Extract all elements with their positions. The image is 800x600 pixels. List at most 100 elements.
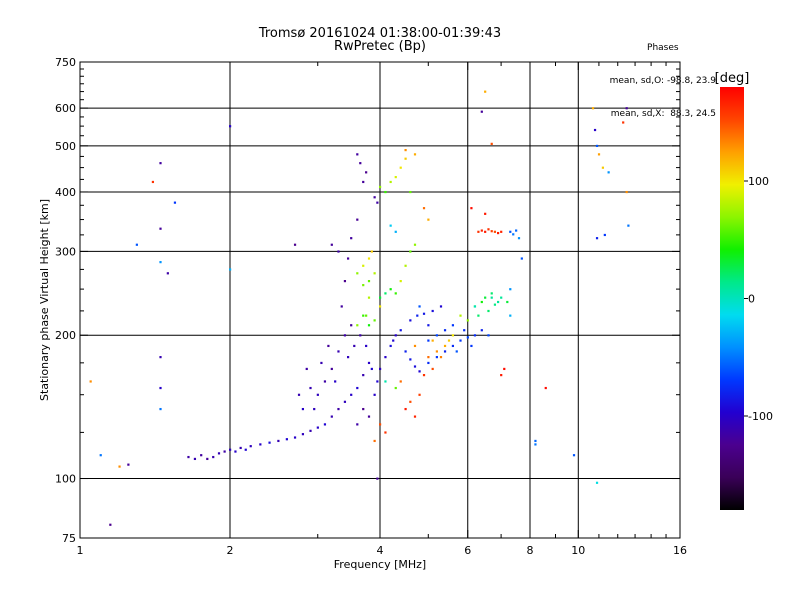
data-point xyxy=(455,350,458,353)
data-point xyxy=(496,231,500,235)
data-point xyxy=(500,230,503,233)
data-point xyxy=(451,344,455,348)
data-point xyxy=(268,441,271,444)
data-point xyxy=(427,356,430,359)
data-point xyxy=(159,227,162,230)
data-point xyxy=(389,180,392,184)
data-point xyxy=(340,305,343,308)
data-point xyxy=(193,457,197,461)
y-tick-label: 750 xyxy=(55,56,76,69)
data-point xyxy=(487,334,490,337)
data-point xyxy=(159,162,162,165)
data-point xyxy=(316,393,319,396)
data-point xyxy=(439,356,443,359)
data-point xyxy=(404,350,407,353)
chart-title: Tromsø 20161024 01:38:00-01:39:43 RwPret… xyxy=(259,27,501,53)
data-point xyxy=(330,243,333,246)
colorbar-tick-label: 100 xyxy=(748,175,769,188)
data-point xyxy=(394,230,397,233)
data-point xyxy=(389,288,392,291)
x-tick-label: 6 xyxy=(464,544,471,557)
data-point xyxy=(373,393,376,396)
data-point xyxy=(346,356,350,359)
data-point xyxy=(356,324,359,327)
data-point xyxy=(330,367,333,371)
data-point xyxy=(443,350,447,353)
data-point xyxy=(625,107,628,110)
data-point xyxy=(418,305,421,308)
data-point xyxy=(399,380,402,383)
data-point xyxy=(367,324,371,327)
data-point xyxy=(509,288,512,291)
data-point xyxy=(323,380,327,383)
x-tick-label: 4 xyxy=(377,544,384,557)
data-point xyxy=(356,272,359,275)
data-point xyxy=(379,423,382,426)
data-point xyxy=(490,292,493,295)
data-point xyxy=(484,90,487,93)
data-point xyxy=(490,296,493,299)
axes: 1 2 4 6 8 10 16 75 100 200 300 400 500 600 750 Frequenc… xyxy=(38,56,687,571)
data-point xyxy=(343,334,347,337)
data-point xyxy=(500,374,503,377)
data-point xyxy=(392,339,395,342)
data-point xyxy=(413,415,417,418)
data-point xyxy=(622,121,625,124)
data-point xyxy=(490,230,493,233)
data-point xyxy=(422,374,426,377)
data-point xyxy=(496,300,500,304)
data-point xyxy=(151,180,155,184)
data-point xyxy=(439,305,443,308)
data-point xyxy=(459,339,462,342)
data-point xyxy=(413,344,417,348)
data-point xyxy=(443,329,447,332)
colorbar-tick-label: -100 xyxy=(748,410,773,423)
data-point xyxy=(359,334,362,337)
data-point xyxy=(337,407,340,411)
data-point xyxy=(350,237,353,240)
data-point xyxy=(466,336,469,339)
data-point xyxy=(373,196,376,199)
data-point xyxy=(418,370,421,373)
data-point xyxy=(422,207,426,210)
data-point xyxy=(365,314,368,317)
data-point xyxy=(451,334,455,337)
data-point xyxy=(409,319,412,322)
data-point xyxy=(367,257,371,260)
data-point xyxy=(373,272,376,275)
data-point xyxy=(413,153,417,156)
data-point xyxy=(595,481,599,484)
data-point xyxy=(229,125,232,128)
data-points xyxy=(89,90,630,526)
data-point xyxy=(459,314,462,317)
data-point xyxy=(330,415,333,418)
stats-heading: Phases xyxy=(647,43,679,53)
data-point xyxy=(534,439,537,443)
data-point xyxy=(127,463,130,466)
data-point xyxy=(404,148,407,152)
data-point xyxy=(217,452,221,455)
data-point xyxy=(431,339,434,342)
data-point xyxy=(323,423,327,426)
data-point xyxy=(376,380,379,383)
data-point xyxy=(427,218,430,221)
data-point xyxy=(591,107,595,110)
data-point xyxy=(484,296,487,299)
y-tick-label: 500 xyxy=(55,140,76,153)
data-point xyxy=(297,393,301,396)
data-point xyxy=(305,367,308,371)
data-point xyxy=(356,423,359,426)
data-point xyxy=(509,314,512,317)
data-point xyxy=(384,190,387,194)
data-point xyxy=(365,344,368,348)
data-point xyxy=(384,356,387,359)
data-point xyxy=(206,457,209,461)
y-tick-label: 600 xyxy=(55,102,76,115)
data-point xyxy=(334,380,337,383)
data-point xyxy=(399,166,402,169)
data-point xyxy=(477,314,480,317)
data-point xyxy=(435,350,438,353)
data-point xyxy=(343,280,347,283)
data-point xyxy=(520,257,523,260)
